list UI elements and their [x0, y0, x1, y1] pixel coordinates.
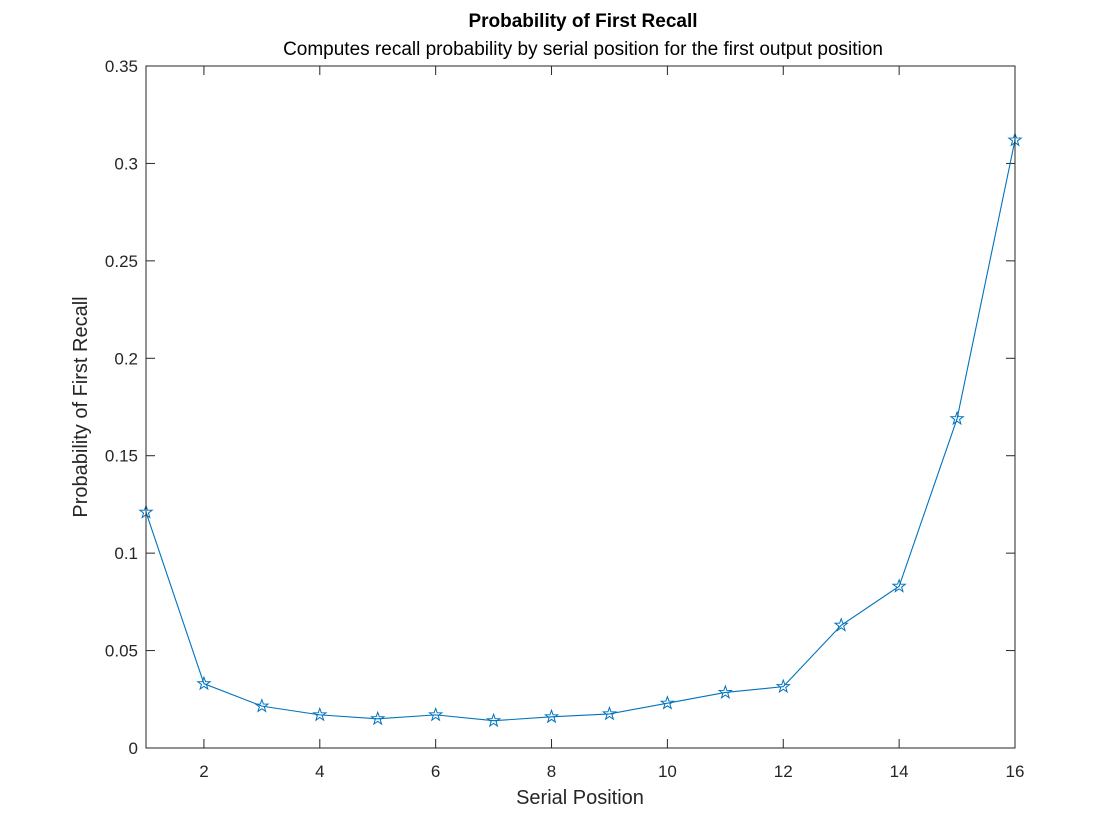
y-tick-label: 0.2	[114, 349, 138, 368]
x-tick-label: 16	[1006, 762, 1025, 781]
series-line	[145, 139, 1016, 722]
x-tick-label: 2	[199, 762, 208, 781]
x-axis-label: Serial Position	[516, 787, 644, 809]
data-point-14	[891, 578, 907, 593]
data-point-9	[601, 705, 618, 721]
plot-box	[145, 65, 1016, 749]
data-point-8	[543, 708, 560, 724]
y-tick-label: 0.35	[105, 57, 138, 76]
data-point-11	[717, 684, 733, 699]
data-point-12	[775, 678, 791, 694]
series-markers	[138, 132, 1023, 728]
x-tick-label: 4	[315, 762, 324, 781]
y-tick-label: 0	[129, 739, 138, 758]
data-point-13	[833, 617, 849, 632]
x-tick-label: 10	[658, 762, 677, 781]
data-point-6	[428, 706, 444, 722]
y-tick-label: 0.3	[114, 154, 138, 173]
plot-area	[146, 66, 1015, 748]
x-tick-label: 6	[431, 762, 440, 781]
data-point-15	[949, 410, 965, 426]
data-point-3	[254, 698, 270, 713]
y-axis-label: Probability of First Recall	[70, 296, 92, 517]
chart-title: Probability of First Recall	[468, 11, 697, 32]
x-tick-label: 12	[774, 762, 793, 781]
data-point-7	[485, 712, 502, 728]
x-tick-label: 14	[890, 762, 909, 781]
data-point-5	[370, 710, 386, 726]
x-tick-label: 8	[547, 762, 556, 781]
data-point-4	[312, 706, 328, 722]
y-axis-ticks: 0 0.05 0.1 0.15 0.2 0.25 0.3 0.35	[105, 57, 1015, 758]
chart-subtitle: Computes recall probability by serial po…	[283, 39, 883, 60]
x-axis-ticks: 2 4 6 8 10 12 14 16	[199, 66, 1024, 781]
y-tick-label: 0.1	[114, 544, 138, 563]
y-tick-label: 0.15	[105, 447, 138, 466]
data-point-2	[196, 675, 212, 691]
data-point-10	[659, 695, 676, 710]
y-tick-label: 0.25	[105, 252, 138, 271]
y-tick-label: 0.05	[105, 642, 138, 661]
